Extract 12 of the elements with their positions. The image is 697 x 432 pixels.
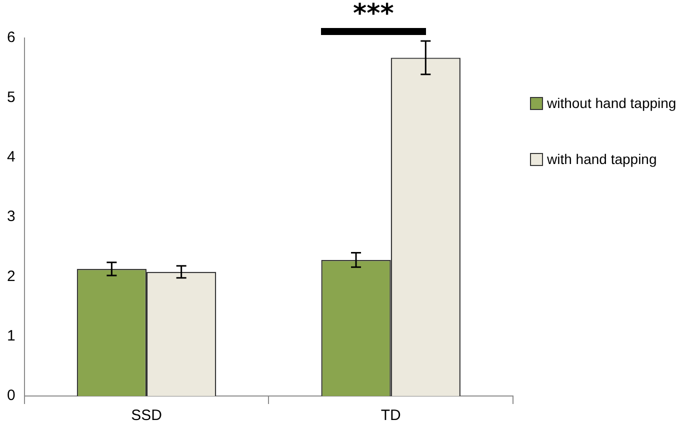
y-tick-label: 0 — [7, 387, 16, 404]
x-tick-label: SSD — [131, 407, 162, 424]
legend-label: without hand tapping — [547, 95, 676, 111]
y-tick-label: 5 — [7, 88, 16, 106]
y-tick-label: 3 — [7, 208, 16, 226]
x-tick-label: TD — [380, 407, 401, 424]
y-tick-label: 1 — [7, 327, 16, 344]
y-tick-label: 4 — [7, 148, 16, 166]
text: *** — [353, 0, 394, 29]
legend-label: with hand tapping — [547, 151, 657, 167]
y-tick-label: 2 — [7, 268, 16, 285]
y-tick-label: 6 — [7, 29, 16, 46]
